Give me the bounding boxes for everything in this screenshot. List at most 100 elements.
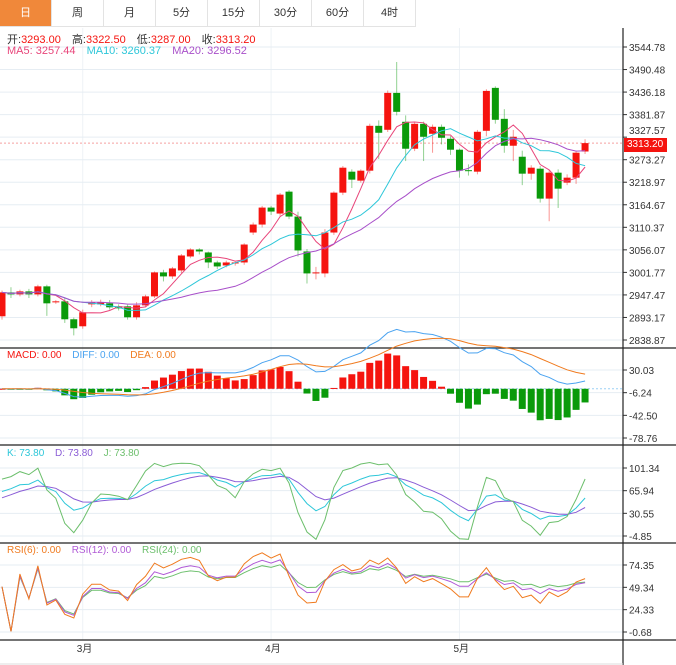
candle-body: [312, 272, 320, 274]
macd-bar: [106, 388, 114, 392]
candle-body: [518, 156, 526, 174]
close-value: 3313.20: [215, 34, 256, 46]
price-tick-label: 3381.87: [629, 111, 666, 122]
candle-body: [339, 167, 347, 193]
candle-body: [34, 286, 42, 295]
macd-tick-label: -6.24: [629, 389, 652, 400]
candle-body: [222, 262, 230, 266]
macd-bar: [348, 374, 356, 389]
candle-body: [303, 251, 311, 274]
macd-bar: [285, 371, 293, 389]
price-tick-label: 3436.18: [629, 88, 666, 99]
dea-value: DEA: 0.00: [130, 350, 176, 361]
rsi24-line: [1, 564, 586, 632]
macd-legend: MACD: 0.00 DIFF: 0.00 DEA: 0.00: [7, 350, 184, 361]
macd-bar: [79, 388, 87, 398]
rsi-tick-label: 24.33: [629, 606, 654, 617]
macd-bar: [249, 375, 257, 389]
ohlc-legend: 开:3293.00 高:3322.50 低:3287.00 收:3313.20: [7, 31, 264, 47]
macd-bar: [159, 377, 167, 389]
candle-body: [447, 138, 454, 150]
candle-body: [393, 92, 401, 112]
tab-15min[interactable]: 15分: [208, 0, 260, 26]
macd-bar: [88, 388, 96, 395]
macd-bar: [491, 388, 499, 394]
kdj-tick-label: 65.94: [629, 487, 654, 498]
macd-bar: [276, 366, 284, 389]
rsi24-value: RSI(24): 0.00: [141, 545, 202, 556]
price-tick-label: 3164.67: [629, 201, 666, 212]
candle-body: [240, 244, 248, 263]
macd-bar: [303, 388, 311, 394]
candle-body: [70, 319, 78, 329]
price-tick-label: 2947.47: [629, 291, 666, 302]
tab-30min[interactable]: 30分: [260, 0, 312, 26]
last-price-marker: 3313.20: [624, 138, 667, 152]
diff-value: DIFF: 0.00: [72, 350, 120, 361]
macd-bar: [222, 378, 230, 389]
macd-bar: [384, 353, 392, 389]
macd-bar: [240, 379, 248, 389]
macd-bar: [150, 380, 158, 389]
candle-body: [133, 305, 141, 318]
candle-body: [294, 216, 302, 251]
macd-bar: [455, 388, 463, 403]
macd-bar: [124, 388, 132, 393]
j-line: [1, 461, 586, 541]
candle-body: [52, 301, 60, 303]
price-tick-label: 3544.78: [629, 43, 666, 54]
candle-body: [159, 272, 167, 277]
macd-bar: [52, 388, 60, 392]
macd-bar: [312, 388, 320, 401]
kdj-tick-label: 101.34: [629, 464, 660, 475]
low-label: 低:: [136, 34, 151, 46]
macd-bar: [168, 374, 176, 389]
candle-body: [438, 126, 446, 138]
kdj-tick-label: -4.85: [629, 532, 652, 543]
price-tick-label: 2838.87: [629, 336, 666, 347]
month-label: 4月: [265, 643, 281, 655]
period-tabs: 日 周 月 5分 15分 30分 60分 4时: [0, 0, 416, 27]
ma20-value: MA20: 3296.52: [172, 45, 247, 57]
macd-bar: [536, 388, 544, 421]
kdj-legend: K: 73.80 D: 73.80 J: 73.80: [7, 448, 147, 459]
candle-body: [455, 149, 463, 171]
tab-month[interactable]: 月: [104, 0, 156, 26]
tab-5min[interactable]: 5分: [156, 0, 208, 26]
ma10-value: MA10: 3260.37: [86, 45, 162, 57]
rsi12-line: [1, 559, 586, 632]
ma-legend: MA5: 3257.44 MA10: 3260.37 MA20: 3296.52: [7, 45, 255, 57]
tab-day[interactable]: 日: [0, 0, 52, 26]
tab-week[interactable]: 周: [52, 0, 104, 26]
candle-body: [321, 232, 329, 274]
candle-body: [357, 170, 365, 181]
price-tick-label: 2893.17: [629, 313, 666, 324]
candle-body: [536, 168, 544, 199]
candle-body: [195, 249, 203, 252]
candle-body: [429, 126, 437, 134]
tab-60min[interactable]: 60分: [312, 0, 364, 26]
open-value: 3293.00: [21, 34, 61, 46]
macd-bar: [554, 388, 562, 421]
macd-bar: [330, 387, 338, 389]
candle-body: [213, 262, 221, 267]
macd-bar: [581, 388, 589, 403]
high-label: 高:: [71, 34, 86, 46]
price-tick-label: 3327.57: [629, 126, 666, 137]
macd-bar: [393, 355, 401, 389]
rsi12-value: RSI(12): 0.00: [71, 545, 132, 556]
price-tick-label: 3218.97: [629, 178, 666, 189]
macd-bar: [321, 388, 329, 398]
candle-body: [411, 123, 419, 149]
macd-bar: [213, 375, 221, 389]
candle-body: [168, 268, 176, 277]
price-tick-label: 3056.07: [629, 246, 666, 257]
candle-body: [330, 192, 338, 233]
candle-body: [186, 249, 194, 257]
macd-bar: [420, 376, 428, 389]
tab-4hour[interactable]: 4时: [364, 0, 416, 26]
low-value: 3287.00: [150, 34, 191, 46]
candle-body: [43, 286, 51, 304]
macd-bar: [366, 362, 374, 389]
